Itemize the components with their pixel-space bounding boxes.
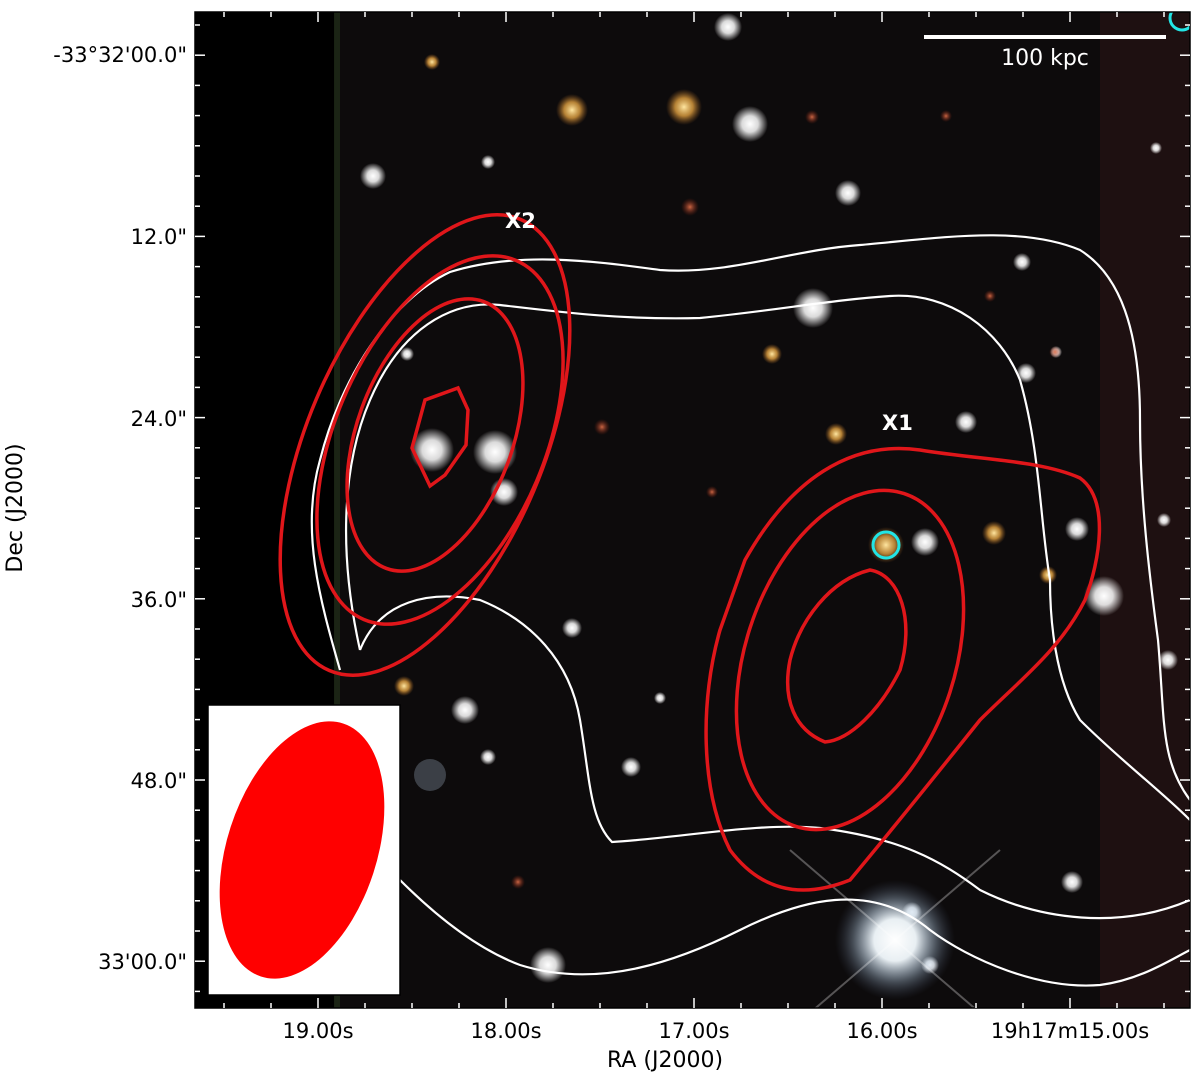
galaxy bbox=[805, 110, 819, 124]
y-tick-label: 24.0" bbox=[131, 407, 187, 431]
star bbox=[562, 618, 582, 638]
galaxy bbox=[511, 875, 525, 889]
ticks bbox=[195, 12, 1190, 1008]
marker-label-x2: X2 bbox=[505, 209, 536, 233]
bright-star bbox=[835, 880, 955, 1000]
diffraction-spike bbox=[789, 849, 976, 1008]
strip-edge bbox=[334, 12, 340, 1008]
marker-label-x1: X1 bbox=[882, 411, 913, 435]
star bbox=[480, 749, 496, 765]
white-contour-lower bbox=[358, 595, 1190, 920]
star bbox=[654, 692, 666, 704]
y-tick-labels: -33°32'00.0" 12.0" 24.0" 36.0" 48.0" 33'… bbox=[53, 43, 187, 974]
star bbox=[360, 163, 386, 189]
star bbox=[911, 528, 939, 556]
star bbox=[835, 180, 861, 206]
x2-contour-2 bbox=[315, 254, 565, 626]
star bbox=[1013, 253, 1031, 271]
star bbox=[1061, 871, 1083, 893]
star bbox=[530, 947, 566, 983]
star bbox=[732, 106, 768, 142]
beam-ellipse bbox=[219, 721, 385, 979]
x1-contour-1 bbox=[704, 446, 1102, 892]
galaxy bbox=[414, 759, 446, 791]
star bbox=[451, 696, 479, 724]
galaxy bbox=[681, 198, 699, 216]
red-contours-x1 bbox=[704, 446, 1102, 892]
x1-contour-3 bbox=[785, 568, 908, 744]
beam-inset bbox=[207, 704, 401, 996]
x-tick-labels: 19.00s 18.00s 17.00s 16.00s 19h17m15.00s bbox=[282, 1019, 1149, 1043]
white-contours bbox=[310, 234, 1190, 987]
x-tick-label: 19.00s bbox=[282, 1019, 353, 1043]
x-tick-label: 18.00s bbox=[470, 1019, 541, 1043]
x-axis-label: RA (J2000) bbox=[607, 1048, 723, 1073]
x2-contour-4 bbox=[410, 385, 470, 489]
star bbox=[1157, 513, 1171, 527]
galaxy bbox=[1049, 346, 1061, 358]
star bbox=[1158, 650, 1178, 670]
x2-contour-3 bbox=[345, 297, 525, 573]
star bbox=[1150, 142, 1162, 154]
galaxy bbox=[984, 290, 996, 302]
galaxy bbox=[940, 110, 952, 122]
galaxy bbox=[594, 419, 610, 435]
star bbox=[1016, 363, 1036, 383]
cyan-marker-x1 bbox=[871, 530, 901, 560]
red-contours-x2 bbox=[278, 213, 572, 677]
star bbox=[1065, 517, 1089, 541]
x-tick-label: 19h17m15.00s bbox=[991, 1019, 1149, 1043]
white-contour-outer bbox=[310, 234, 1190, 801]
galaxy bbox=[762, 344, 782, 364]
star bbox=[410, 428, 454, 472]
y-tick-label: 12.0" bbox=[131, 225, 187, 249]
y-tick-label: 36.0" bbox=[131, 588, 187, 612]
star bbox=[666, 89, 702, 125]
galaxy bbox=[982, 521, 1006, 545]
galaxy bbox=[825, 423, 847, 445]
y-tick-label: 48.0" bbox=[131, 769, 187, 793]
star bbox=[621, 757, 641, 777]
galaxy bbox=[424, 54, 440, 70]
star bbox=[556, 94, 588, 126]
x-tick-label: 17.00s bbox=[658, 1019, 729, 1043]
x-tick-label: 16.00s bbox=[846, 1019, 917, 1043]
galaxy bbox=[394, 676, 414, 696]
x1-contour-2 bbox=[734, 488, 966, 832]
y-axis-label: Dec (J2000) bbox=[3, 443, 28, 572]
galaxy bbox=[1039, 566, 1057, 584]
stars bbox=[360, 13, 1178, 1008]
y-tick-label: 33'00.0" bbox=[98, 950, 187, 974]
galaxy bbox=[706, 486, 718, 498]
cyan-marker-corner bbox=[1168, 12, 1190, 32]
y-tick-label: -33°32'00.0" bbox=[53, 43, 187, 67]
plot-frame bbox=[194, 11, 1191, 1009]
reddish-haze bbox=[1100, 12, 1190, 1008]
star bbox=[714, 13, 742, 41]
white-contour-bottom bbox=[399, 879, 1190, 987]
star bbox=[955, 411, 977, 433]
white-contour-inner bbox=[344, 294, 1190, 821]
star bbox=[793, 288, 833, 328]
star bbox=[481, 155, 495, 169]
scale-bar-label: 100 kpc bbox=[1001, 46, 1089, 71]
star bbox=[400, 347, 414, 361]
star bbox=[1084, 576, 1124, 616]
